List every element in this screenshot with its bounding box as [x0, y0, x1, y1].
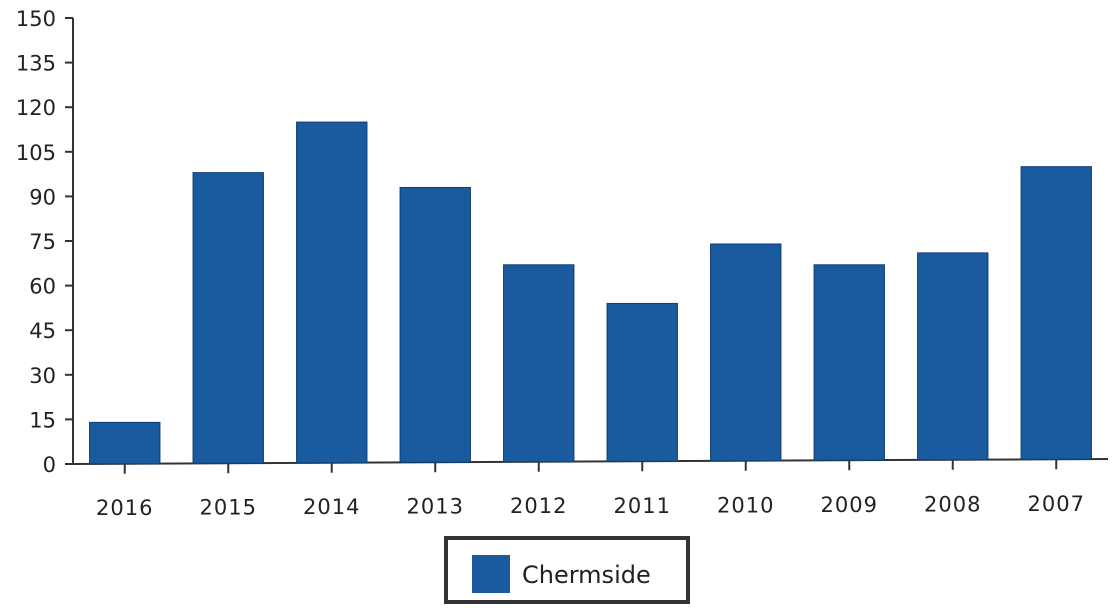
bar-2009 [813, 264, 885, 461]
y-tick-label: 105 [16, 141, 56, 165]
bar-2013 [399, 186, 471, 463]
bar-2010 [710, 243, 782, 462]
x-tick-label: 2013 [407, 495, 464, 519]
bar-2012 [503, 264, 575, 463]
x-tick-label: 2009 [821, 493, 878, 517]
legend-swatch [472, 555, 510, 593]
y-tick-label: 150 [16, 7, 56, 31]
y-tick-label: 120 [16, 96, 56, 120]
x-tick-label: 2008 [924, 492, 981, 516]
y-tick-label: 90 [29, 185, 56, 209]
y-tick-label: 15 [29, 408, 56, 432]
y-tick-label: 75 [29, 230, 56, 254]
bar-2011 [606, 302, 678, 462]
x-tick-label: 2011 [614, 494, 671, 518]
x-tick-label: 2016 [96, 496, 153, 520]
x-tick-label: 2014 [303, 495, 360, 519]
legend: Chermside [444, 536, 690, 604]
bar-2016 [89, 421, 161, 465]
x-tick-label: 2010 [717, 493, 774, 517]
x-tick-label: 2007 [1028, 492, 1085, 516]
y-tick-label: 60 [29, 275, 56, 299]
y-tick-label: 45 [29, 319, 56, 343]
legend-label: Chermside [522, 561, 651, 589]
x-axis: 2016 2015 2014 2013 2012 2011 2010 2009 2008 2007 [72, 458, 1109, 520]
y-tick-label: 30 [29, 364, 56, 388]
bars [89, 121, 1092, 465]
x-tick-label: 2012 [510, 494, 567, 518]
bar-2015 [192, 172, 264, 464]
bar-2008 [917, 252, 989, 461]
y-tick-label: 0 [43, 453, 56, 477]
bar-2007 [1020, 166, 1092, 460]
bar-2014 [296, 121, 368, 464]
x-tick-label: 2015 [200, 496, 257, 520]
y-axis: 0 15 30 45 60 75 90 105 120 135 150 [16, 7, 74, 477]
y-tick-label: 135 [16, 52, 56, 76]
